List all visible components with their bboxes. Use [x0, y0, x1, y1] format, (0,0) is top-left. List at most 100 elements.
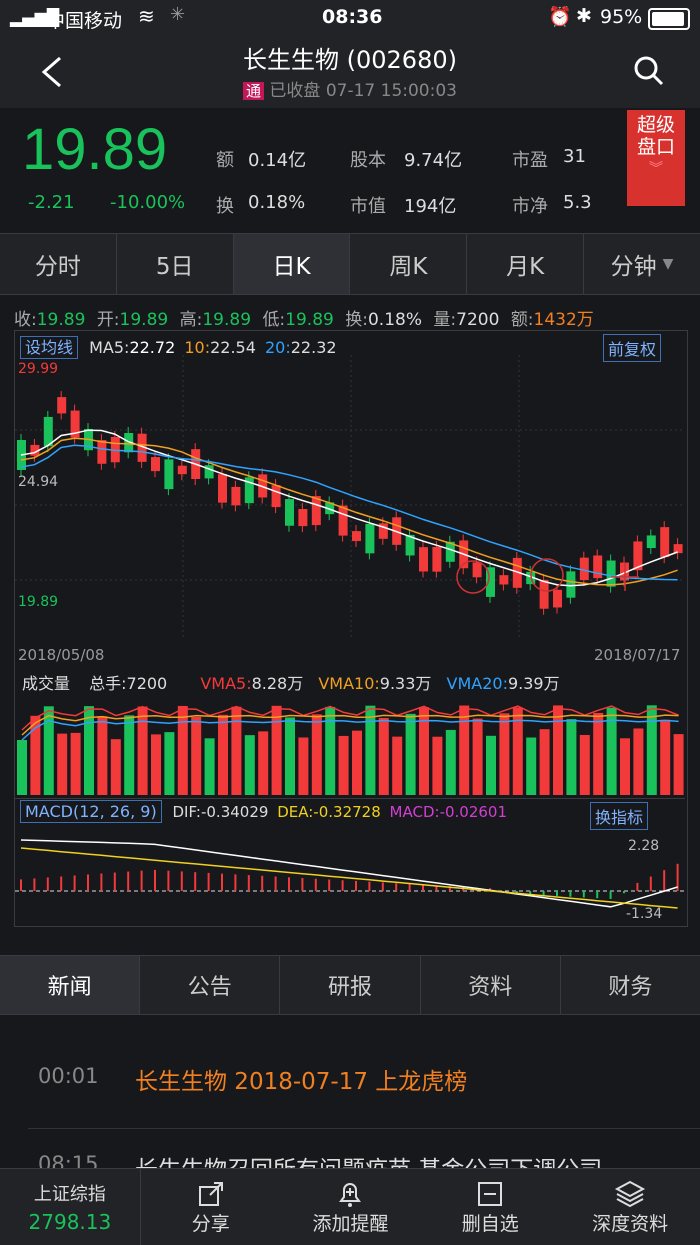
- tab-research[interactable]: 研报: [280, 956, 421, 1014]
- macd-bar: [569, 891, 572, 897]
- deep-data-button[interactable]: 深度资料: [560, 1169, 700, 1245]
- marker-circle-icon: [456, 560, 490, 594]
- volume-label: 量:: [433, 310, 457, 330]
- caret-down-icon: ▼: [662, 256, 674, 272]
- kline-chart-frame[interactable]: [14, 330, 688, 927]
- list-item[interactable]: 00:01 长生生物 2018-07-17 上龙虎榜: [0, 1040, 700, 1120]
- stat-label: 市盈: [512, 150, 548, 171]
- deep-data-label: 深度资料: [592, 1212, 669, 1235]
- volume-bar: [258, 731, 269, 795]
- volume-title: 成交量: [22, 674, 71, 693]
- macd-bar: [582, 891, 585, 898]
- macd-bar: [408, 883, 411, 891]
- list-item[interactable]: 08:15 长生生物召回所有问题疫苗 基金公司下调公司: [0, 1132, 700, 1172]
- macd-bar: [663, 870, 666, 891]
- volume-bar: [231, 706, 242, 795]
- clock: 08:36: [322, 6, 383, 28]
- volume-bar: [673, 734, 684, 795]
- volume-bar: [365, 705, 376, 795]
- dea-line: [20, 847, 678, 909]
- ma20-line: [20, 444, 678, 581]
- candle-body: [218, 474, 227, 503]
- volume-bar: [606, 707, 617, 795]
- volume-bar: [419, 707, 429, 795]
- share-icon: [198, 1181, 223, 1206]
- candle-body: [298, 508, 308, 527]
- candle-body: [646, 535, 656, 549]
- macd-title[interactable]: MACD(12, 26, 9): [20, 800, 162, 823]
- candle-body: [405, 534, 415, 556]
- candle-body: [137, 433, 147, 462]
- open-label: 开:: [96, 310, 120, 330]
- status-bar: ▂▄▆█ 中国移动 ≋ ✳ 08:36 ⏰ ✱ 95%: [0, 0, 700, 36]
- tab-intraday[interactable]: 分时: [0, 234, 117, 294]
- macd-bar: [20, 879, 22, 891]
- search-icon[interactable]: [632, 54, 666, 88]
- remove-watchlist-button[interactable]: 删自选: [420, 1169, 560, 1245]
- tab-monthly-k[interactable]: 月K: [467, 234, 585, 294]
- tab-minute[interactable]: 分钟 ▼: [584, 234, 700, 294]
- volume-bar: [57, 733, 68, 795]
- switch-indicator-button[interactable]: 换指标: [590, 802, 649, 830]
- vma20-value: 9.39万: [507, 674, 560, 693]
- vma10-value: 9.33万: [379, 674, 432, 693]
- volume-bar: [244, 735, 255, 795]
- candle-body: [553, 589, 562, 608]
- tab-news[interactable]: 新闻: [0, 956, 141, 1014]
- volume-bar: [218, 714, 228, 795]
- candle-body: [57, 397, 67, 414]
- macd-bar: [422, 884, 424, 891]
- volume-bar: [620, 738, 630, 795]
- adjust-button[interactable]: 前复权: [603, 334, 662, 362]
- ma20-label: 20:: [265, 338, 291, 357]
- dif-label: DIF:: [172, 803, 201, 821]
- macd-bar: [301, 878, 304, 891]
- volume-bar: [512, 707, 523, 795]
- macd-bar: [529, 891, 532, 895]
- tab-daily-k[interactable]: 日K: [233, 234, 351, 294]
- ma-row: 设均线 MA5:22.72 10:22.54 20:22.32: [20, 334, 337, 359]
- dif-value: -0.34029: [200, 803, 269, 821]
- index-widget[interactable]: 上证综指 2798.13: [0, 1169, 141, 1245]
- candle-body: [338, 505, 348, 536]
- macd-bar: [355, 880, 357, 891]
- vma5-label: VMA5:: [200, 674, 252, 693]
- tab-profile[interactable]: 资料: [421, 956, 561, 1014]
- macd-bar: [194, 872, 197, 891]
- macd-bar: [435, 885, 438, 891]
- volume-bar: [30, 715, 41, 795]
- wifi-icon: ≋: [138, 4, 155, 28]
- price-axis-high: 29.99: [18, 361, 59, 377]
- macd-bar: [609, 891, 612, 899]
- tab-announcements[interactable]: 公告: [140, 956, 281, 1014]
- layers-icon: [614, 1180, 646, 1207]
- candle-body: [231, 486, 241, 506]
- candle-body: [177, 465, 187, 475]
- volume-bar: [472, 718, 483, 795]
- macd-bar: [127, 871, 130, 891]
- set-ma-button[interactable]: 设均线: [20, 336, 79, 359]
- tab-weekly-k[interactable]: 周K: [350, 234, 468, 294]
- macd-bar: [180, 871, 183, 891]
- volume-value: 7200: [456, 310, 500, 330]
- vma5-line: [21, 705, 679, 731]
- add-alert-button[interactable]: 添加提醒: [281, 1169, 421, 1245]
- dea-label: DEA:: [277, 803, 314, 821]
- high-value: 19.89: [202, 310, 252, 330]
- back-icon[interactable]: [38, 54, 66, 90]
- turnover-label: 换:: [345, 310, 368, 330]
- macd-bar: [60, 876, 63, 891]
- share-button[interactable]: 分享: [141, 1169, 281, 1245]
- tab-5day[interactable]: 5日: [117, 234, 234, 294]
- super-quote-button[interactable]: 超级盘口 ︾: [627, 110, 685, 206]
- candles-group: [17, 391, 683, 615]
- ma10-value: 22.54: [210, 338, 256, 357]
- volume-bar: [526, 737, 537, 795]
- ma10-label: 10:: [184, 338, 211, 357]
- quote-panel: 19.89 -2.21 -10.00% 额 0.14亿 股本 9.74亿 市盈 …: [0, 108, 700, 233]
- tab-finance[interactable]: 财务: [608, 975, 653, 1000]
- macd-bar: [596, 891, 599, 899]
- candle-body: [352, 531, 361, 542]
- ma5-label: MA5:: [89, 338, 130, 357]
- volume-bar: [325, 706, 336, 795]
